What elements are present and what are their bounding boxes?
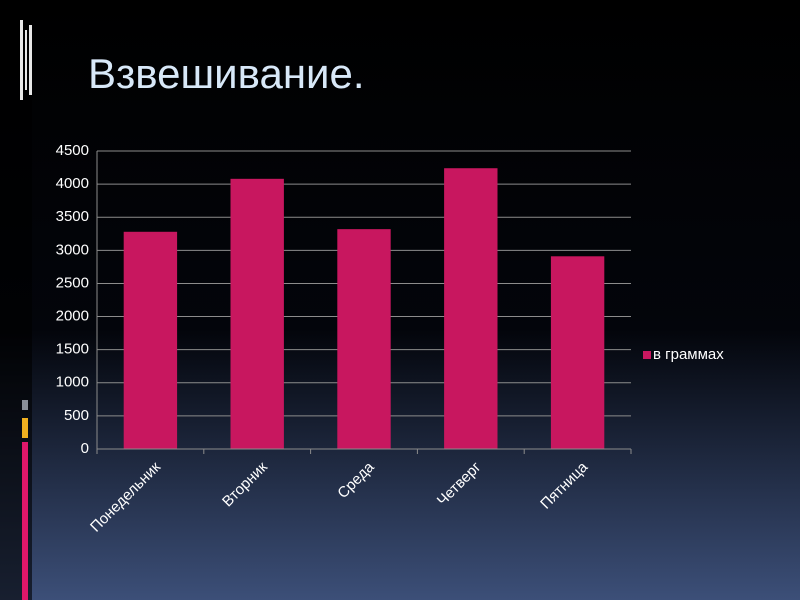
y-tick-label: 1000 — [56, 374, 89, 391]
legend-swatch — [643, 351, 651, 359]
chart-title: Взвешивание. — [88, 50, 365, 97]
bar — [550, 256, 605, 449]
y-tick-label: 3000 — [56, 241, 89, 258]
y-tick-label: 0 — [81, 440, 89, 457]
bar — [337, 229, 391, 449]
y-tick-label: 2000 — [56, 308, 89, 325]
y-tick-label: 2500 — [56, 274, 89, 291]
y-tick-label: 4000 — [56, 175, 89, 192]
y-tick-label: 4500 — [56, 142, 89, 159]
legend-label: в граммах — [653, 346, 724, 363]
bar — [444, 168, 498, 449]
y-tick-label: 500 — [64, 407, 89, 424]
bar — [230, 178, 284, 449]
decoration — [20, 20, 32, 600]
y-tick-label: 3500 — [56, 208, 89, 225]
y-tick-label: 1500 — [56, 341, 89, 358]
bar — [123, 231, 178, 449]
